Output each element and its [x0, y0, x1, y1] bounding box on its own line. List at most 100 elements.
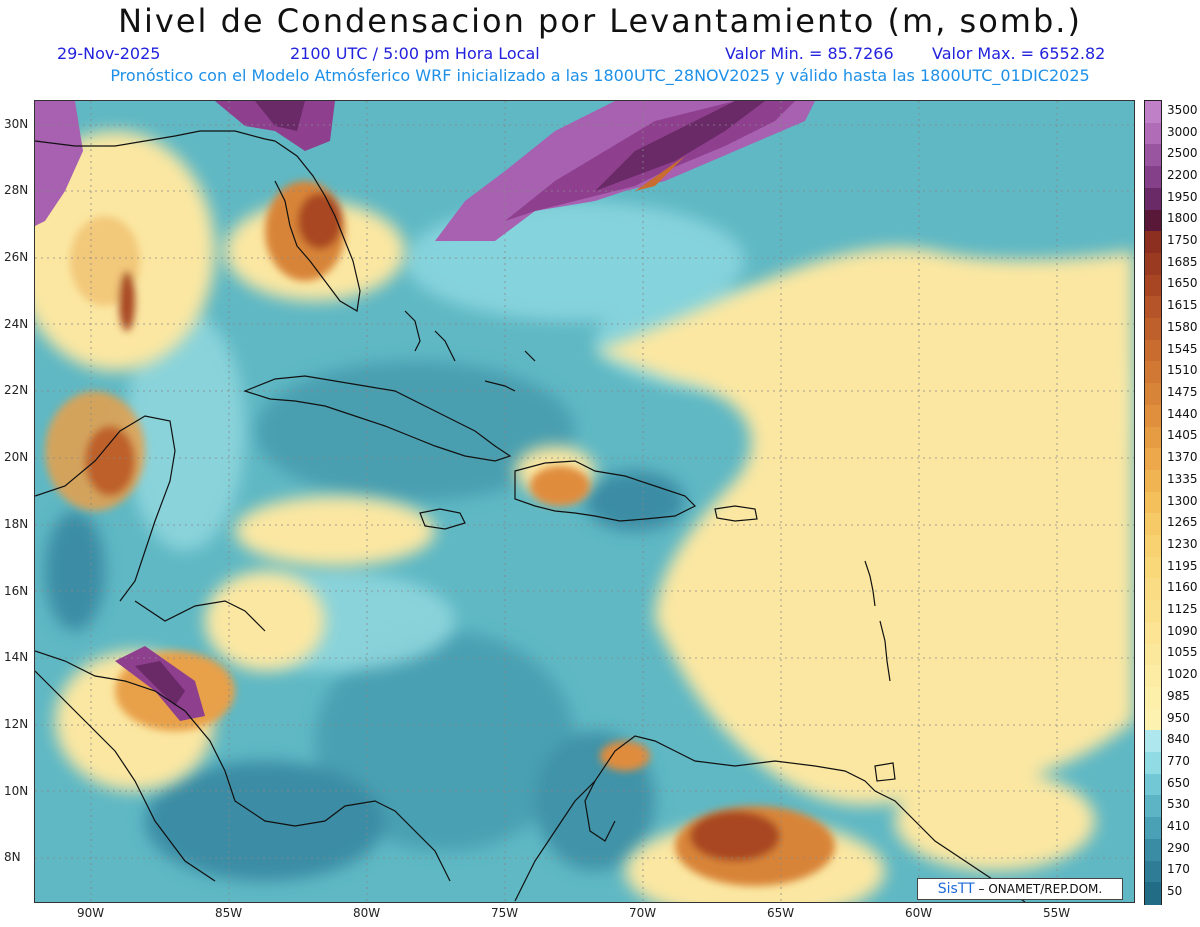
lat-label: 12N — [4, 717, 29, 731]
colorbar-swatch — [1145, 600, 1161, 623]
lat-label: 10N — [4, 784, 29, 798]
lon-label: 80W — [353, 906, 381, 920]
colorbar-swatch — [1145, 665, 1161, 688]
colorbar-level-label: 1405 — [1167, 428, 1198, 443]
colorbar-level-label: 1160 — [1167, 580, 1198, 595]
colorbar-level-label: 1510 — [1167, 363, 1198, 378]
credit-box: SisTT – ONAMET/REP.DOM. — [917, 878, 1123, 900]
map-canvas — [35, 101, 1134, 902]
graticule — [35, 101, 1134, 902]
colorbar-swatch — [1145, 708, 1161, 731]
lat-label: 16N — [4, 584, 29, 598]
colorbar-level-label: 1615 — [1167, 298, 1198, 313]
lon-label: 85W — [215, 906, 243, 920]
forecast-map — [34, 100, 1135, 903]
lon-label: 75W — [491, 906, 519, 920]
forecast-date: 29-Nov-2025 — [57, 44, 161, 63]
colorbar-swatch — [1145, 578, 1161, 601]
colorbar-swatch — [1145, 209, 1161, 232]
colorbar-level-label: 1230 — [1167, 536, 1198, 551]
colorbar-swatch — [1145, 643, 1161, 666]
colorbar-level-label: 290 — [1167, 840, 1190, 855]
colorbar-level-label: 1545 — [1167, 341, 1198, 356]
colorbar-swatch — [1145, 296, 1161, 319]
colorbar-level-label: 2500 — [1167, 146, 1198, 161]
colorbar-level-label: 1650 — [1167, 276, 1198, 291]
colorbar-swatch — [1145, 404, 1161, 428]
colorbar-level-label: 530 — [1167, 797, 1190, 812]
colorbar-swatch — [1145, 318, 1161, 341]
colorbar-level-label: 650 — [1167, 775, 1190, 790]
coastlines — [35, 130, 1026, 902]
colorbar-level-label: 1265 — [1167, 515, 1198, 530]
colorbar-swatch — [1145, 361, 1161, 384]
lat-label: 30N — [4, 117, 29, 131]
colorbar-swatch — [1145, 144, 1161, 167]
lat-label: 14N — [4, 650, 29, 664]
lon-label: 60W — [905, 906, 933, 920]
colorbar-level-label: 3000 — [1167, 124, 1198, 139]
colorbar-level-label: 1950 — [1167, 189, 1198, 204]
credit-brand: SisTT — [937, 881, 975, 897]
colorbar-swatch — [1145, 730, 1161, 753]
lat-label: 20N — [4, 450, 29, 464]
colorbar-swatch — [1145, 166, 1161, 189]
colorbar-level-label: 1800 — [1167, 211, 1198, 226]
colorbar-level-label: 840 — [1167, 732, 1190, 747]
colorbar-swatch — [1145, 448, 1161, 471]
colorbar-level-label: 1195 — [1167, 558, 1198, 573]
credit-text: – ONAMET/REP.DOM. — [978, 882, 1103, 896]
colorbar-swatch — [1145, 101, 1161, 124]
lon-label: 70W — [629, 906, 657, 920]
colorbar-swatch — [1145, 513, 1161, 536]
lat-label: 18N — [4, 517, 29, 531]
colorbar-level-label: 3500 — [1167, 102, 1198, 117]
forecast-time: 2100 UTC / 5:00 pm Hora Local — [290, 44, 540, 63]
colorbar-level-label: 1750 — [1167, 233, 1198, 248]
colorbar-swatch — [1145, 860, 1161, 883]
colorbar-swatch — [1145, 252, 1161, 276]
colorbar-level-label: 1580 — [1167, 319, 1198, 334]
colorbar-swatch — [1145, 339, 1161, 363]
colorbar-swatch — [1145, 773, 1161, 797]
colorbar-swatch — [1145, 426, 1161, 449]
colorbar-swatch — [1145, 882, 1161, 905]
colorbar-swatch — [1145, 469, 1161, 493]
lon-label: 65W — [767, 906, 795, 920]
colorbar-swatch — [1145, 274, 1161, 297]
colorbar-level-label: 1300 — [1167, 493, 1198, 508]
colorbar-level-label: 1090 — [1167, 623, 1198, 638]
colorbar-swatch — [1145, 535, 1161, 558]
colorbar-level-label: 1335 — [1167, 471, 1198, 486]
colorbar-level-label: 1055 — [1167, 645, 1198, 660]
colorbar-swatch — [1145, 231, 1161, 254]
colorbar-level-label: 1685 — [1167, 254, 1198, 269]
colorbar-level-label: 170 — [1167, 862, 1190, 877]
colorbar-swatch — [1145, 187, 1161, 211]
colorbar-swatch — [1145, 556, 1161, 580]
colorbar-swatch — [1145, 817, 1161, 840]
colorbar-swatch — [1145, 795, 1161, 818]
colorbar-level-label: 2200 — [1167, 167, 1198, 182]
very-high-lcl-areas — [35, 101, 815, 721]
colorbar-level-label: 50 — [1167, 884, 1183, 899]
map-title: Nivel de Condensacion por Levantamiento … — [118, 2, 1082, 40]
colorbar-swatch — [1145, 752, 1161, 775]
lon-label: 55W — [1043, 906, 1071, 920]
model-info: Pronóstico con el Modelo Atmósferico WRF… — [110, 66, 1090, 85]
lat-label: 8N — [4, 850, 21, 864]
colorbar-level-label: 1370 — [1167, 450, 1198, 465]
colorbar-level-label: 1440 — [1167, 406, 1198, 421]
colorbar-level-label: 1020 — [1167, 667, 1198, 682]
colorbar-level-label: 1125 — [1167, 602, 1198, 616]
lat-label: 26N — [4, 250, 29, 264]
lat-label: 22N — [4, 383, 29, 397]
colorbar — [1144, 100, 1162, 905]
colorbar-level-label: 410 — [1167, 819, 1190, 834]
max-value: Valor Max. = 6552.82 — [932, 44, 1106, 63]
colorbar-swatch — [1145, 621, 1161, 645]
lat-label: 28N — [4, 183, 29, 197]
colorbar-level-label: 1475 — [1167, 384, 1198, 399]
lat-label: 24N — [4, 317, 29, 331]
min-value: Valor Min. = 85.7266 — [725, 44, 894, 63]
